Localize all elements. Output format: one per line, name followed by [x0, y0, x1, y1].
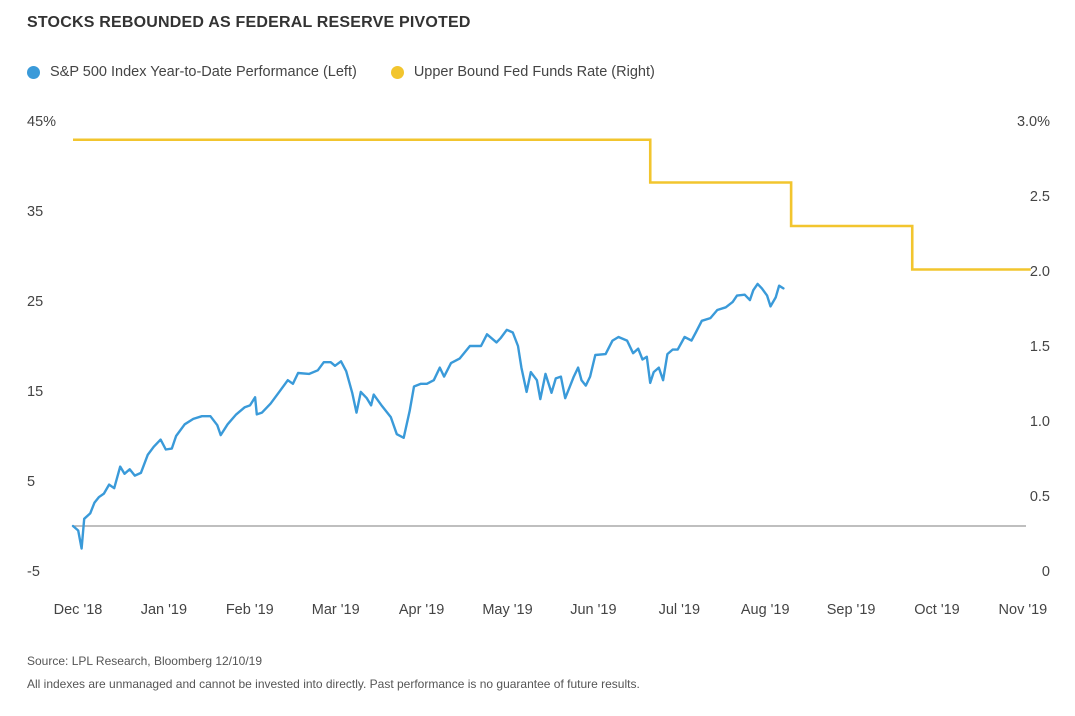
- y-right-tick-label: 2.5: [1030, 189, 1050, 205]
- y-left-tick-label: 5: [27, 474, 35, 490]
- x-tick-label: Mar '19: [312, 602, 360, 618]
- x-tick-label: Nov '19: [999, 602, 1048, 618]
- y-left-tick-label: -5: [27, 564, 40, 580]
- y-left-tick-label: 45%: [27, 114, 56, 130]
- x-tick-label: Feb '19: [226, 602, 274, 618]
- y-right-tick-label: 2.0: [1030, 264, 1050, 280]
- legend: S&P 500 Index Year-to-Date Performance (…: [27, 64, 689, 80]
- chart-title: STOCKS REBOUNDED AS FEDERAL RESERVE PIVO…: [27, 14, 471, 31]
- legend-fed-label: Upper Bound Fed Funds Rate (Right): [413, 64, 655, 80]
- x-tick-label: Aug '19: [741, 602, 790, 618]
- fed-funds-rate-line: [73, 138, 1031, 271]
- y-right-tick-label: 1.5: [1030, 339, 1050, 355]
- x-tick-label: Dec '18: [54, 602, 103, 618]
- x-tick-label: Jun '19: [570, 602, 616, 618]
- legend-sp500-label: S&P 500 Index Year-to-Date Performance (…: [50, 64, 357, 80]
- legend-fed-dot: [390, 65, 404, 79]
- legend-item-sp500: S&P 500 Index Year-to-Date Performance (…: [27, 64, 357, 80]
- source-note: Source: LPL Research, Bloomberg 12/10/19: [27, 654, 263, 668]
- y-right-tick-label: 0: [1042, 564, 1050, 580]
- x-tick-label: Jan '19: [141, 602, 187, 618]
- y-left-tick-label: 15: [27, 384, 43, 400]
- x-tick-label: Oct '19: [914, 602, 959, 618]
- x-tick-label: Jul '19: [659, 602, 700, 618]
- sp500-ytd-line: [71, 282, 785, 550]
- x-tick-label: Sep '19: [827, 602, 876, 618]
- x-tick-label: May '19: [482, 602, 532, 618]
- legend-sp500-dot: [27, 65, 40, 79]
- disclaimer-note: All indexes are unmanaged and cannot be …: [27, 677, 640, 691]
- y-left-tick-label: 25: [27, 294, 43, 310]
- y-right-tick-label: 1.0: [1030, 414, 1050, 430]
- y-right-tick-label: 3.0%: [1017, 114, 1050, 130]
- y-left-tick-label: 35: [27, 204, 43, 220]
- y-right-tick-label: 0.5: [1030, 489, 1050, 505]
- legend-item-fed: Upper Bound Fed Funds Rate (Right): [390, 64, 655, 80]
- x-tick-label: Apr '19: [399, 602, 445, 618]
